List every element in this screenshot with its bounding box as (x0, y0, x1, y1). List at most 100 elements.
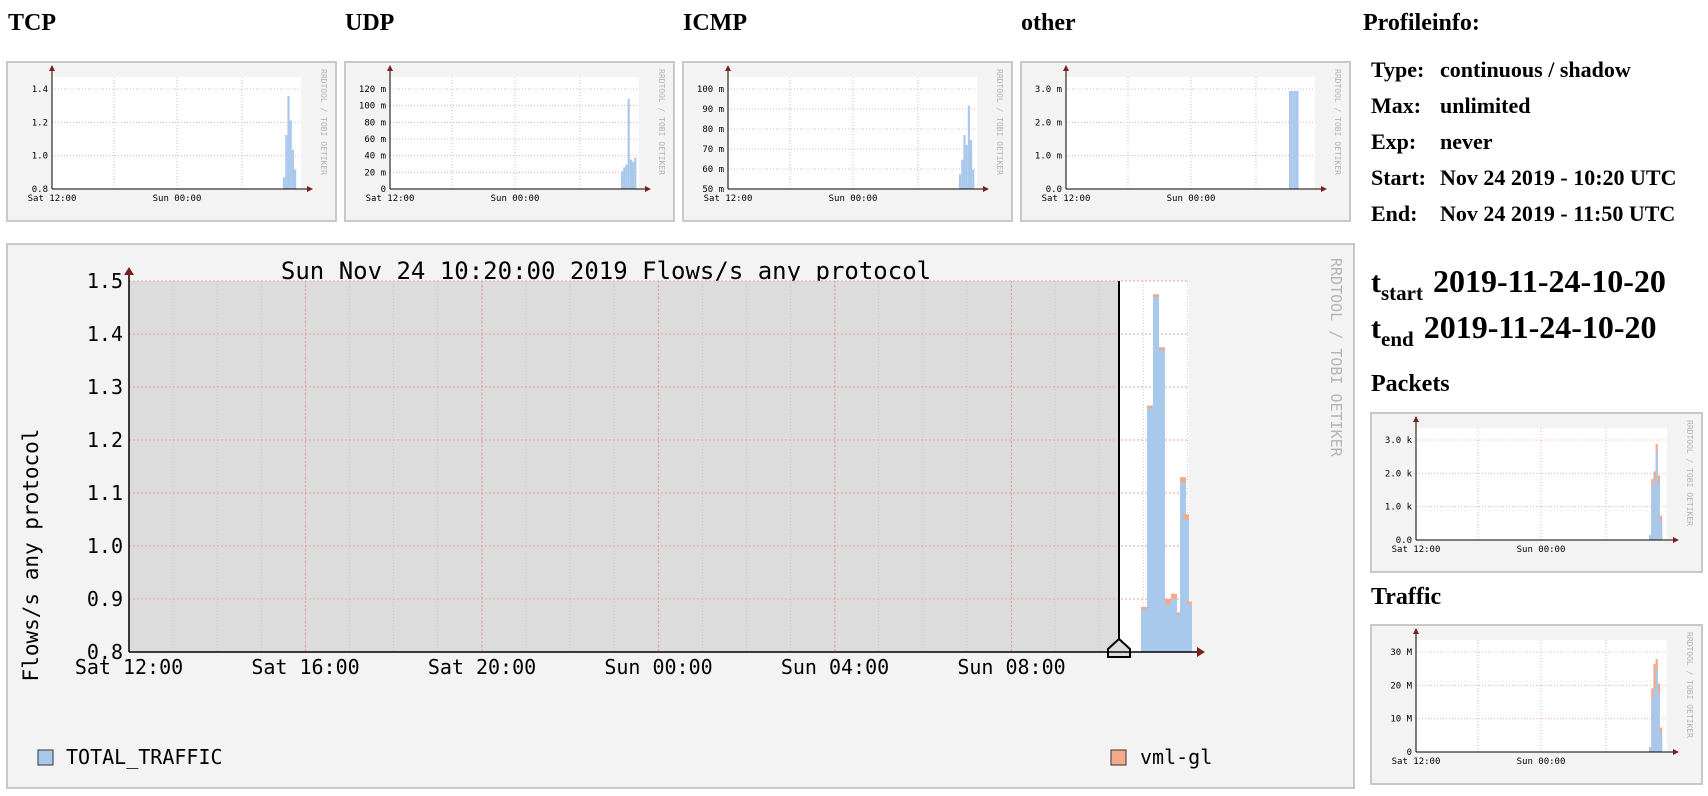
packets-graph[interactable]: 3.0 k 2.0 k 1.0 k 0.0 Sat 12:00 Sun 00:00 RRDT… (1370, 412, 1703, 573)
series-bar-blue (959, 174, 962, 189)
y-tick-label: 50 m (702, 185, 724, 195)
series-bar-blue (961, 159, 964, 189)
series-bar-blue (965, 144, 968, 189)
udp-title: UDP (345, 10, 395, 36)
main-bar-total-traffic (1183, 519, 1189, 652)
y-tick-label: 1.2 (32, 118, 48, 128)
series-bar-blue (1660, 732, 1663, 752)
series-bar-blue (1290, 91, 1293, 189)
x-tick-label: Sun 00:00 (491, 194, 540, 204)
t-end-value: 2019-11-24-10-20 (1423, 309, 1657, 345)
y-tick-label: 100 m (359, 102, 386, 112)
y-tick-label: 0 (381, 185, 386, 195)
y-tick-label: 10 M (1390, 715, 1412, 725)
profile-exp-row: Exp: never (1371, 124, 1677, 160)
y-tick-label: 20 m (364, 168, 386, 178)
main-bar-total-traffic (1171, 599, 1177, 652)
legend-total-traffic-swatch (37, 749, 54, 766)
y-tick-label: 1.4 (32, 85, 48, 95)
y-tick-label: 100 m (697, 85, 724, 95)
profile-info: Type: continuous / shadow Max: unlimited E… (1371, 52, 1677, 232)
main-graph-svg: Sun Nov 24 10:20:00 2019 Flows/s any pro… (19, 257, 1345, 769)
t-start: tstart 2019-11-24-10-20 (1371, 263, 1666, 306)
y-axis-arrow (1413, 628, 1419, 634)
tcp-graph[interactable]: 1.4 1.2 1.0 0.8 Sat 12:00 Sun 00:00 RRDTOOL / … (6, 61, 337, 222)
series-bar-blue (1292, 91, 1294, 189)
x-tick-label: Sat 12:00 (1392, 545, 1441, 555)
main-x-tick: Sun 00:00 (604, 655, 712, 679)
y-axis-arrow (1413, 416, 1419, 422)
graph-watermark: RRDTOOL / TOBI OETIKER (1685, 420, 1694, 526)
plot-area (52, 77, 301, 189)
x-axis-arrow (1321, 186, 1327, 192)
graph-watermark: RRDTOOL / TOBI OETIKER (1333, 69, 1342, 175)
series-bar-blue (627, 98, 630, 189)
y-tick-label: 1.0 (32, 152, 48, 162)
y-tick-label: 2.0 k (1385, 469, 1413, 479)
traffic-graph[interactable]: 30 M 20 M 10 M 0 Sat 12:00 Sun 00:00 RRDTOOL /… (1370, 624, 1703, 785)
profile-end-value: Nov 24 2019 - 11:50 UTC (1440, 201, 1676, 226)
legend-total-traffic-label: TOTAL_TRAFFIC (66, 745, 223, 769)
series-bar-blue (967, 105, 970, 189)
y-tick-label: 120 m (359, 85, 386, 95)
main-x-tick: Sun 08:00 (957, 655, 1065, 679)
y-axis-arrow (387, 65, 393, 71)
x-axis-arrow (645, 186, 651, 192)
traffic-title: Traffic (1371, 584, 1442, 610)
main-y-tick: 1.0 (87, 534, 123, 558)
x-axis-arrow (1673, 749, 1679, 755)
series-bar-blue (1660, 520, 1663, 540)
main-y-tick: 1.4 (87, 322, 123, 346)
x-tick-label: Sat 12:00 (1392, 757, 1441, 767)
y-tick-label: 0 (1407, 748, 1412, 758)
main-flows-graph[interactable]: Sun Nov 24 10:20:00 2019 Flows/s any pro… (6, 243, 1355, 789)
packets-title: Packets (1371, 371, 1450, 397)
t-start-t: t (1371, 266, 1381, 299)
tcp-title: TCP (8, 10, 56, 36)
plot-area (1416, 428, 1667, 540)
x-axis-arrow (983, 186, 989, 192)
udp-graph[interactable]: 120 m 100 m 80 m 60 m 40 m 20 m 0 Sat 12:00 Sun … (344, 61, 675, 222)
main-bar-total-traffic (1141, 609, 1147, 652)
y-tick-label: 60 m (702, 165, 724, 175)
main-x-tick: Sat 20:00 (428, 655, 536, 679)
main-bar-total-traffic (1153, 296, 1159, 652)
main-graph-title: Sun Nov 24 10:20:00 2019 Flows/s any pro… (281, 257, 931, 285)
profile-start-value: Nov 24 2019 - 10:20 UTC (1440, 165, 1677, 190)
shaded-region (129, 281, 1119, 652)
y-tick-label: 3.0 m (1035, 85, 1062, 95)
t-start-value: 2019-11-24-10-20 (1432, 263, 1666, 299)
series-bar-blue (621, 171, 624, 189)
profileinfo-heading: Profileinfo: (1363, 10, 1480, 36)
series-bar-blue (289, 120, 292, 189)
y-tick-label: 1.0 m (1035, 152, 1062, 162)
profile-type-row: Type: continuous / shadow (1371, 52, 1677, 88)
x-tick-label: Sun 00:00 (1517, 757, 1566, 767)
main-y-tick: 1.3 (87, 375, 123, 399)
main-y-tick: 1.5 (87, 269, 123, 293)
profile-start-row: Start: Nov 24 2019 - 10:20 UTC (1371, 160, 1677, 196)
main-bar-total-traffic (1147, 408, 1153, 652)
plot-area (728, 77, 977, 189)
series-bar-blue (1297, 91, 1299, 189)
series-bar-blue (629, 159, 632, 189)
t-end: tend 2019-11-24-10-20 (1371, 309, 1657, 352)
graph-watermark: RRDTOOL / TOBI OETIKER (995, 69, 1004, 175)
icmp-graph[interactable]: 100 m 90 m 80 m 70 m 60 m 50 m Sat 12:00 Sun 00… (682, 61, 1013, 222)
series-bar-blue (291, 149, 294, 189)
profile-max-value: unlimited (1440, 93, 1531, 118)
y-tick-label: 70 m (702, 145, 724, 155)
other-graph[interactable]: 3.0 m 2.0 m 1.0 m 0.0 Sat 12:00 Sun 00:00 RRDT… (1020, 61, 1351, 222)
series-bar-blue (970, 140, 973, 189)
series-bar-blue (1657, 483, 1660, 540)
main-graph-ylabel: Flows/s any protocol (19, 429, 43, 682)
y-tick-label: 2.0 m (1035, 118, 1062, 128)
series-bar-blue (632, 161, 635, 189)
y-tick-label: 0.0 (1396, 536, 1412, 546)
x-tick-label: Sat 12:00 (366, 194, 415, 204)
main-x-arrow (1197, 647, 1205, 657)
